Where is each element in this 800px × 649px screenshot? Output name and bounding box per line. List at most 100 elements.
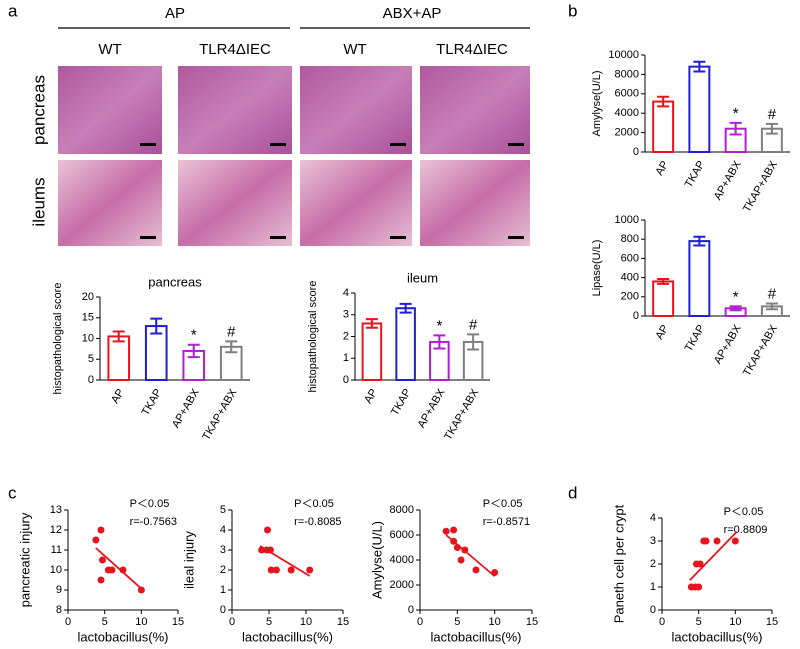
x-tick-label: AP+ABX (170, 386, 202, 430)
x-axis-label: lactobacillus(%) (671, 629, 762, 644)
histology-image (300, 66, 412, 154)
point (287, 566, 295, 574)
error-bar (765, 302, 778, 311)
point (272, 566, 280, 574)
scale-bar (390, 143, 406, 146)
group-label: ABX+AP (383, 5, 442, 22)
tissue-label: ileums (29, 177, 48, 226)
histology-images (58, 66, 530, 246)
x-tick-label: 5 (696, 616, 702, 628)
y-tick-label: 20 (82, 291, 94, 303)
y-tick-label: 0 (633, 310, 639, 322)
bar (361, 322, 383, 382)
y-tick-label: 10000 (608, 49, 639, 61)
chart-title: ileum (407, 270, 438, 285)
point (97, 576, 105, 584)
significance-mark: # (227, 323, 236, 340)
x-tick-label: 5 (454, 616, 460, 628)
point (267, 566, 275, 574)
y-tick-label: 0 (220, 604, 226, 616)
y-axis-label: Amylyse(U/L) (369, 521, 384, 599)
annotation: r=-0.8085 (294, 516, 341, 528)
x-axis-label: lactobacillus(%) (242, 629, 333, 644)
x-tick-label: 10 (729, 616, 741, 628)
histology-image (300, 160, 412, 246)
y-tick-label: 200 (621, 291, 639, 303)
y-tick-label: 0 (88, 374, 94, 386)
x-tick-label: AP (362, 387, 380, 406)
histology-image (58, 66, 162, 154)
fit-line (689, 531, 738, 581)
y-tick-label: 1 (220, 584, 226, 596)
y-axis-label: histopathological score (307, 281, 319, 393)
point (97, 526, 105, 534)
point (731, 537, 739, 545)
y-tick-label: 2000 (615, 127, 639, 139)
error-bar (187, 343, 200, 359)
x-tick-label: 0 (659, 616, 665, 628)
point (442, 527, 450, 535)
x-tick-label: TKAP+ABX (741, 322, 780, 378)
x-tick-label: AP+ABX (712, 322, 744, 366)
y-tick-label: 8000 (615, 68, 639, 80)
point (108, 566, 116, 574)
x-tick-label: 10 (135, 616, 147, 628)
annotation: P＜0.05 (130, 498, 170, 510)
x-tick-label: TKAP (140, 387, 165, 418)
y-axis-label: histopathological score (52, 283, 64, 395)
error-bar (729, 121, 742, 136)
y-tick-label: 15 (82, 312, 94, 324)
point (306, 566, 314, 574)
y-tick-label: 4 (343, 287, 349, 299)
point (98, 556, 106, 564)
point (264, 526, 272, 534)
point (258, 546, 266, 554)
y-tick-label: 0 (650, 604, 656, 616)
scale-bar (140, 236, 156, 239)
histology-image (178, 66, 292, 154)
y-tick-label: 3 (650, 535, 656, 547)
significance-mark: * (436, 317, 442, 334)
x-axis-label: lactobacillus(%) (77, 629, 168, 644)
x-tick-label: 10 (489, 616, 501, 628)
y-tick-label: 4000 (615, 107, 639, 119)
fit-line (95, 547, 144, 591)
y-tick-label: 4000 (390, 554, 414, 566)
scale-bar (390, 236, 406, 239)
y-axis-label: Paneth cell per crypt (611, 504, 626, 623)
point (119, 566, 127, 574)
point (137, 586, 145, 594)
scale-bar (270, 236, 286, 239)
y-tick-label: 800 (621, 233, 639, 245)
significance-mark: # (768, 106, 777, 123)
point (695, 583, 703, 591)
x-tick-label: TKAP+ABX (442, 386, 481, 442)
error-bar (765, 122, 778, 135)
error-bar (657, 278, 670, 285)
x-tick-label: AP+ABX (712, 158, 744, 202)
panel-label: a (8, 1, 18, 20)
chart-title: pancreas (148, 274, 202, 289)
bar (688, 65, 711, 153)
x-tick-label: 15 (766, 616, 778, 628)
x-tick-label: 10 (300, 616, 312, 628)
y-tick-label: 6000 (615, 88, 639, 100)
y-tick-label: 13 (50, 504, 62, 516)
genotype-label: TLR4ΔIEC (199, 41, 271, 58)
x-tick-label: TKAP (683, 323, 708, 354)
point (92, 536, 100, 544)
y-tick-label: 2 (343, 330, 349, 342)
y-tick-label: 10 (82, 332, 94, 344)
y-axis-label: pancreatic injury (17, 512, 32, 607)
y-tick-label: 11 (51, 544, 62, 556)
x-tick-label: TKAP+ABX (200, 386, 239, 442)
x-tick-label: AP+ABX (416, 386, 448, 430)
point (472, 566, 480, 574)
error-bar (467, 333, 480, 351)
point (461, 546, 469, 554)
panel-label: b (568, 1, 577, 20)
x-axis-label: lactobacillus(%) (430, 629, 521, 644)
error-bar (399, 302, 412, 314)
bar (395, 307, 416, 382)
